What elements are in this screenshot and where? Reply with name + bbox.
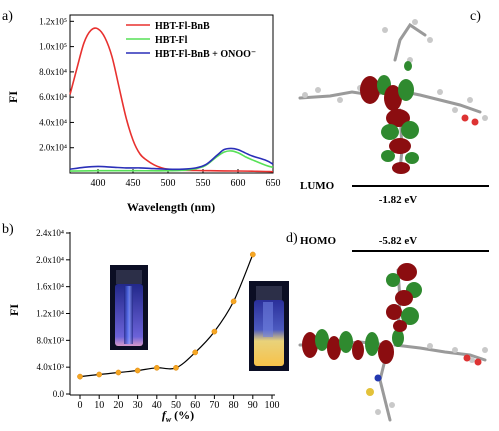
x-tick-label-b: 40 <box>152 400 162 411</box>
x-tick-label-b: 90 <box>248 400 258 411</box>
data-point-b-6 <box>192 349 199 356</box>
homo-molecule <box>298 263 488 422</box>
series-line-a-0 <box>69 27 274 173</box>
x-axis-label-b: fw (%) <box>162 408 194 424</box>
legend-label-1: HBT-Fl <box>155 35 188 46</box>
series-line-a-2 <box>69 147 274 171</box>
y-tick-label-a: 6.0x10⁴ <box>39 92 67 102</box>
x-tick-label-b: 50 <box>171 400 181 411</box>
vial-photo-blue <box>110 265 148 350</box>
legend-label-0: HBT-Fl-BnB <box>155 21 210 32</box>
x-tick-label-b: 10 <box>94 400 104 411</box>
x-tick-label-b: 70 <box>209 400 219 411</box>
spectrum-chart: 400 450 500 550 600 650 2.0x10⁴ 4.0x10⁴ 6.0x10⁴ 8… <box>6 14 281 214</box>
y-tick-label-a: 2.0x10⁴ <box>39 143 67 153</box>
x-tick-label-a: 650 <box>266 178 281 189</box>
panel-label-c: c) <box>470 9 481 24</box>
x-axis-label-a: Wavelength (nm) <box>127 200 215 214</box>
y-axis-label-a: FI <box>6 91 20 103</box>
data-point-b-4 <box>153 364 160 371</box>
x-tick-label-a: 400 <box>91 178 106 189</box>
data-point-b-7 <box>211 328 218 335</box>
data-point-b-9 <box>249 251 256 258</box>
panel-label-b: b) <box>2 222 14 237</box>
y-tick-label-b: 2.0x10⁴ <box>36 255 64 265</box>
y-tick-label-a: 1.0x10⁵ <box>39 42 67 52</box>
data-point-b-5 <box>173 364 179 371</box>
legend-a: HBT-Fl-BnB HBT-Fl HBT-Fl-BnB + ONOO⁻ <box>126 21 256 60</box>
y-tick-label-b: 1.6x10⁴ <box>36 282 64 292</box>
homo-energy: -5.82 eV <box>379 235 418 247</box>
legend-label-2: HBT-Fl-BnB + ONOO⁻ <box>155 49 256 60</box>
y-axis-label-b: FI <box>7 304 21 316</box>
x-tick-label-b: 0 <box>78 400 83 411</box>
x-tick-label-a: 500 <box>161 178 176 189</box>
series-line-a-1 <box>69 150 274 172</box>
panel-label-d: d) <box>286 231 298 246</box>
aie-chart: 0 10 20 30 40 50 60 70 80 90 100 0.0 4.0x10³ 8.0x10³ 1… <box>7 228 289 424</box>
data-point-b-0 <box>77 373 83 380</box>
lumo-energy: -1.82 eV <box>379 194 418 206</box>
x-tick-label-b: 60 <box>190 400 200 411</box>
y-tick-label-a: 4.0x10⁴ <box>39 117 67 127</box>
y-tick-label-a: 8.0x10⁴ <box>39 67 67 77</box>
x-tick-label-b: 20 <box>113 400 123 411</box>
lumo-label: LUMO <box>300 180 335 192</box>
vial-photo-yellow <box>249 281 289 371</box>
y-tick-label-b: 2.4x10⁴ <box>36 228 64 238</box>
x-tick-label-a: 450 <box>126 178 141 189</box>
data-point-b-3 <box>134 367 141 374</box>
x-tick-label-b: 30 <box>133 400 143 411</box>
y-tick-label-b: 8.0x10³ <box>37 335 65 345</box>
series-line-b <box>79 254 254 378</box>
x-tick-label-a: 550 <box>196 178 211 189</box>
lumo-molecule <box>298 19 488 174</box>
data-point-b-8 <box>230 298 237 305</box>
panel-label-a: a) <box>2 9 13 24</box>
x-tick-label-b: 80 <box>229 400 239 411</box>
y-tick-label-b: 1.2x10⁴ <box>36 309 64 319</box>
data-point-b-1 <box>96 371 103 378</box>
x-tick-label-a: 600 <box>231 178 246 189</box>
homo-label: HOMO <box>300 235 336 247</box>
y-tick-label-b: 0.0 <box>53 389 65 399</box>
y-tick-label-b: 4.0x10³ <box>37 362 65 372</box>
y-tick-label-a: 1.2x10⁵ <box>39 16 67 26</box>
x-tick-label-b: 100 <box>265 400 280 411</box>
data-point-b-2 <box>115 369 122 376</box>
